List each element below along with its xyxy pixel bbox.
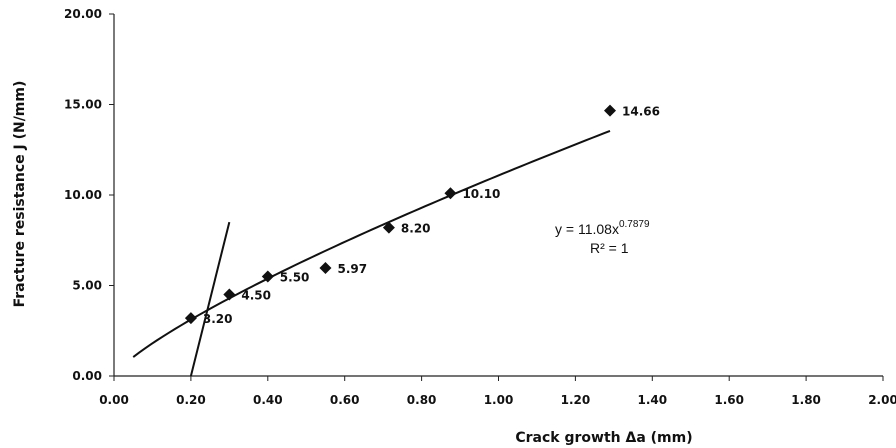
x-axis-title: Crack growth Δa (mm)	[515, 430, 692, 446]
x-tick-label: 0.00	[99, 393, 129, 407]
chart-lines	[132, 129, 611, 377]
data-points	[184, 104, 617, 325]
data-point-marker	[444, 187, 457, 200]
point-labels: 3.20 4.50 5.50 5.97 8.20 10.10 14.66	[203, 105, 660, 326]
data-point-marker	[604, 104, 617, 117]
data-point-label: 8.20	[401, 222, 431, 236]
trendline-equation: y = 11.08x0.7879	[555, 219, 650, 237]
y-tick-label: 15.00	[64, 98, 102, 112]
y-tick-label: 10.00	[64, 188, 102, 202]
r-squared-label: R² = 1	[590, 240, 629, 256]
data-point-marker	[319, 261, 332, 274]
x-tick-label: 1.80	[791, 393, 821, 407]
x-tick-label: 1.20	[561, 393, 591, 407]
data-point-label: 4.50	[241, 289, 271, 303]
x-tick-label: 2.00	[868, 393, 896, 407]
equation-exponent: 0.7879	[619, 219, 650, 230]
data-point-marker	[261, 270, 274, 283]
x-tick-label: 0.40	[253, 393, 283, 407]
power-trendline	[132, 129, 611, 358]
axes: 0.00 0.20 0.40 0.60 0.80 1.00 1.20 1.40 1.60 1.80…	[64, 7, 896, 407]
equation-main: y = 11.08x	[555, 221, 619, 237]
data-point-label: 5.50	[280, 270, 310, 284]
y-tick-label: 0.00	[72, 369, 102, 383]
x-tick-label: 1.60	[714, 393, 744, 407]
data-point-marker	[382, 221, 395, 234]
data-point-marker	[223, 288, 236, 301]
data-point-label: 10.10	[462, 187, 500, 201]
x-tick-label: 0.20	[176, 393, 206, 407]
x-tick-label: 1.00	[484, 393, 514, 407]
data-point-label: 14.66	[622, 105, 660, 119]
x-tick-label: 0.60	[330, 393, 360, 407]
y-tick-label: 20.00	[64, 7, 102, 21]
x-tick-label: 1.40	[637, 393, 667, 407]
y-axis-title: Fracture resistance J (N/mm)	[12, 81, 28, 308]
blunting-line	[189, 221, 231, 377]
data-point-label: 3.20	[203, 312, 233, 326]
x-tick-label: 0.80	[407, 393, 437, 407]
data-point-label: 5.97	[337, 262, 367, 276]
data-point-marker	[184, 312, 197, 325]
y-tick-label: 5.00	[72, 279, 102, 293]
